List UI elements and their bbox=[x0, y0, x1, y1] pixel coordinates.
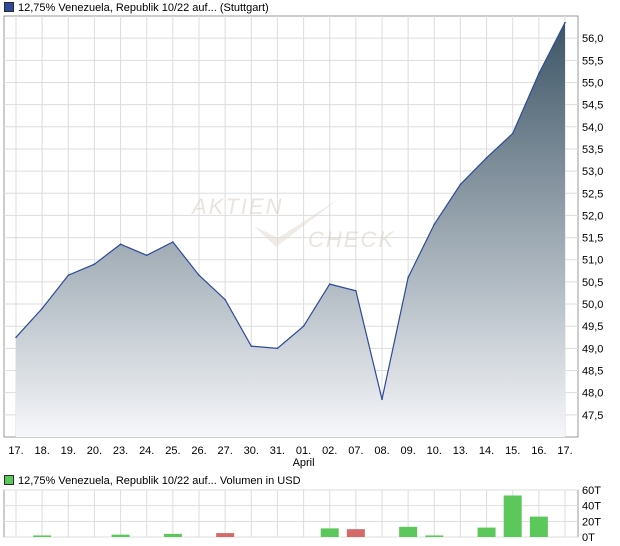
price-plot: 47,5 48,0 48,5 49,0 49,5 50,0 50,5 51,0 51,5 52,0… bbox=[3, 15, 603, 469]
volume-bar bbox=[399, 526, 418, 537]
price-ytick-label: 48,5 bbox=[582, 366, 603, 378]
price-ytick-label: 54,5 bbox=[582, 100, 603, 112]
price-point bbox=[224, 298, 226, 301]
price-xtick-label: 14. bbox=[479, 445, 494, 457]
price-point bbox=[250, 345, 253, 347]
price-point bbox=[407, 276, 409, 279]
price-ytick-label: 50,0 bbox=[582, 299, 603, 311]
price-xtick-label: 01. bbox=[296, 445, 311, 457]
price-ytick-label: 54,0 bbox=[582, 122, 603, 134]
price-point bbox=[41, 307, 43, 310]
price-xtick-label: 27. bbox=[217, 445, 232, 457]
price-point bbox=[172, 241, 174, 243]
price-point bbox=[328, 283, 331, 285]
price-area bbox=[16, 22, 565, 437]
price-xtick-label: 25. bbox=[165, 445, 180, 457]
volume-plot: 0T 20T 40T 60T bbox=[3, 485, 601, 544]
price-point bbox=[15, 336, 17, 339]
price-xtick-label: 24. bbox=[139, 445, 154, 457]
price-legend-swatch bbox=[4, 2, 14, 12]
price-point bbox=[67, 274, 70, 277]
volume-bar bbox=[320, 528, 339, 537]
price-xtick-label: 08. bbox=[374, 445, 389, 457]
price-point bbox=[433, 223, 436, 226]
volume-bar bbox=[477, 527, 496, 537]
price-point bbox=[564, 21, 566, 24]
price-xtick-label: 13. bbox=[453, 445, 468, 457]
price-ytick-label: 49,0 bbox=[582, 343, 603, 355]
price-point bbox=[93, 263, 96, 265]
volume-legend-label: 12,75% Venezuela, Republik 10/22 auf... … bbox=[18, 475, 301, 487]
price-xtick-label: 10. bbox=[427, 445, 442, 457]
price-ytick-label: 52,5 bbox=[582, 188, 603, 200]
volume-bar bbox=[33, 535, 52, 537]
price-xtick-label: 17. bbox=[557, 445, 572, 457]
price-xtick-label: 18. bbox=[34, 445, 49, 457]
volume-legend-swatch bbox=[4, 475, 14, 485]
price-xtick-label: 15. bbox=[505, 445, 520, 457]
price-ytick-label: 55,0 bbox=[582, 77, 603, 89]
price-xtick-label: 09. bbox=[400, 445, 415, 457]
price-xtick-label: 20. bbox=[87, 445, 102, 457]
price-point bbox=[198, 274, 200, 277]
price-xtick-label: 30. bbox=[244, 445, 259, 457]
watermark-line1: AKTIEN bbox=[190, 194, 283, 219]
volume-bar bbox=[216, 533, 235, 537]
price-ytick-label: 49,5 bbox=[582, 321, 603, 333]
volume-ytick-label: 0T bbox=[582, 532, 595, 544]
price-ytick-label: 51,0 bbox=[582, 255, 603, 267]
price-xtick-label: 19. bbox=[61, 445, 76, 457]
price-ytick-label: 51,5 bbox=[582, 233, 603, 245]
price-point bbox=[145, 254, 148, 257]
price-ytick-label: 50,5 bbox=[582, 277, 603, 289]
price-xtick-label: 07. bbox=[348, 445, 363, 457]
price-point bbox=[355, 289, 357, 292]
price-xtick-label: 23. bbox=[113, 445, 128, 457]
price-ytick-label: 48,0 bbox=[582, 388, 603, 400]
volume-legend: 12,75% Venezuela, Republik 10/22 auf... … bbox=[4, 474, 301, 488]
month-label: April bbox=[293, 457, 315, 469]
price-xtick-label: 31. bbox=[270, 445, 285, 457]
price-legend-label: 12,75% Venezuela, Republik 10/22 auf... … bbox=[18, 2, 269, 14]
volume-ytick-label: 40T bbox=[582, 501, 601, 513]
volume-bar bbox=[163, 533, 182, 537]
volume-bar bbox=[529, 516, 548, 537]
price-ytick-label: 47,5 bbox=[582, 410, 603, 422]
price-point bbox=[276, 347, 279, 350]
price-point bbox=[302, 325, 305, 328]
volume-bar bbox=[346, 529, 365, 537]
price-xtick-label: 17. bbox=[8, 445, 23, 457]
watermark: AKTIEN CHECK bbox=[190, 194, 395, 252]
price-ytick-label: 55,5 bbox=[582, 55, 603, 67]
price-xtick-label: 26. bbox=[191, 445, 206, 457]
price-point bbox=[459, 183, 462, 186]
price-legend: 12,75% Venezuela, Republik 10/22 auf... … bbox=[4, 1, 269, 15]
volume-bar bbox=[111, 534, 130, 537]
price-point bbox=[485, 157, 488, 159]
price-point bbox=[538, 72, 540, 75]
price-xtick-label: 16. bbox=[531, 445, 546, 457]
volume-ytick-label: 20T bbox=[582, 516, 601, 528]
volume-bar bbox=[503, 495, 522, 537]
price-ytick-label: 56,0 bbox=[582, 33, 603, 45]
price-point bbox=[119, 243, 122, 246]
price-ytick-label: 53,5 bbox=[582, 144, 603, 156]
price-ytick-label: 52,0 bbox=[582, 210, 603, 222]
price-line bbox=[15, 22, 566, 400]
price-xtick-label: 02. bbox=[322, 445, 337, 457]
volume-bar bbox=[425, 535, 444, 537]
price-point bbox=[511, 132, 514, 135]
volume-ytick-label: 60T bbox=[582, 485, 601, 497]
watermark-line2: CHECK bbox=[308, 227, 395, 252]
price-ytick-label: 53,0 bbox=[582, 166, 603, 178]
price-point bbox=[381, 398, 383, 401]
